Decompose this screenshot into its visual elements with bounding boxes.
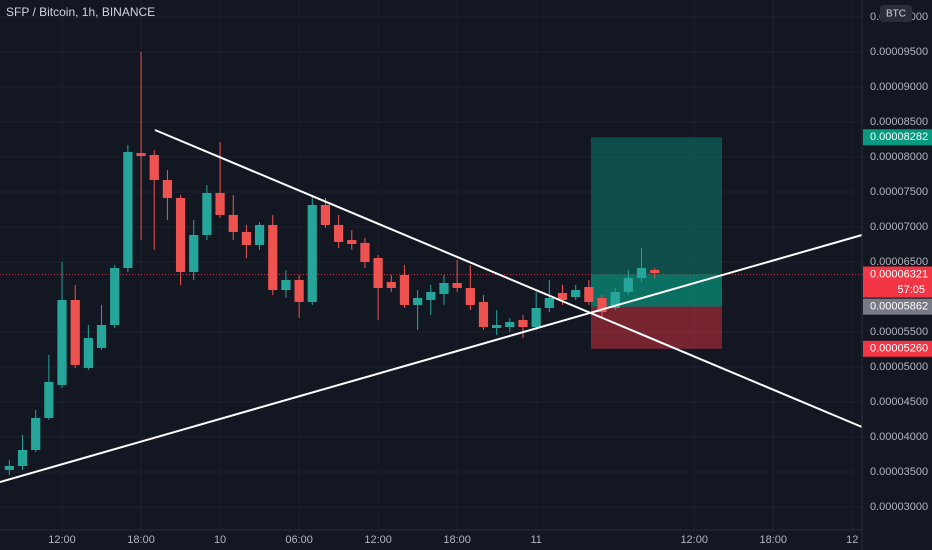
- price-tag: [863, 298, 932, 315]
- trend-line: [0, 234, 863, 483]
- candle-body: [241, 231, 252, 245]
- candle-body: [83, 338, 93, 368]
- candle-body: [584, 286, 594, 302]
- candle-body: [478, 301, 489, 328]
- candle-body: [307, 205, 317, 302]
- x-tick-label: 10: [214, 534, 226, 546]
- y-tick-label: 0.00008500: [870, 116, 928, 128]
- candle-body: [373, 258, 383, 288]
- profit-zone: [591, 137, 722, 307]
- y-tick-label: 0.00005000: [870, 361, 928, 373]
- y-tick-label: 0.00003000: [870, 501, 928, 513]
- trend-line: [154, 129, 863, 428]
- price-tag-label: 0.00008282: [870, 131, 928, 143]
- y-tick-label: 0.00007500: [870, 186, 928, 198]
- symbol-title: SFP / Bitcoin, 1h, BINANCE: [6, 5, 155, 19]
- countdown-label: 57:05: [897, 284, 925, 296]
- candle-body: [505, 321, 515, 328]
- candle-body: [557, 292, 568, 300]
- candle-body: [123, 151, 133, 269]
- candle-body: [426, 291, 436, 300]
- candle-body: [531, 307, 541, 328]
- y-tick-label: 0.00004000: [870, 431, 928, 443]
- candle-body: [215, 192, 225, 215]
- candle-body: [597, 297, 607, 312]
- candle-body: [347, 240, 357, 245]
- candle-body: [650, 269, 660, 273]
- y-tick-label: 0.00006500: [870, 256, 928, 268]
- candle-body: [386, 282, 396, 288]
- candle-body: [136, 153, 146, 157]
- x-tick-label: 12:00: [364, 534, 392, 546]
- candle-body: [465, 287, 475, 305]
- candle-body: [320, 205, 331, 225]
- y-tick-label: 0.00003500: [870, 466, 928, 478]
- candle-body: [254, 224, 265, 245]
- x-tick-label: 18:00: [443, 534, 471, 546]
- currency-label: BTC: [886, 9, 906, 20]
- candle-body: [492, 324, 502, 328]
- candle-body: [149, 154, 159, 180]
- x-tick-label: 11: [530, 534, 541, 546]
- candle-body: [452, 282, 462, 288]
- candles: [4, 52, 660, 475]
- x-tick-label: 18:00: [127, 534, 155, 546]
- candle-body: [544, 297, 554, 308]
- candle-body: [70, 299, 80, 365]
- y-tick-label: 0.00005500: [870, 326, 928, 338]
- candle-body: [571, 289, 581, 297]
- candle-body: [623, 277, 633, 292]
- y-tick-label: 0.00007000: [870, 221, 928, 233]
- candle-body: [636, 268, 647, 278]
- candle-body: [31, 417, 41, 450]
- y-tick-label: 0.00008000: [870, 151, 928, 163]
- x-tick-label: 12:00: [48, 534, 76, 546]
- candle-body: [4, 465, 14, 470]
- countdown-tag: [863, 282, 932, 298]
- candle-body: [96, 324, 107, 348]
- candle-body: [399, 275, 410, 305]
- price-tag-label: 0.00005260: [870, 343, 928, 355]
- y-tick-label: 0.00009500: [870, 46, 928, 58]
- candle-body: [162, 179, 173, 199]
- x-tick-label: 12:00: [680, 534, 708, 546]
- y-tick-label: 0.00009000: [870, 81, 928, 93]
- x-tick-label: 12: [846, 534, 858, 546]
- candle-body: [175, 198, 186, 272]
- price-tag-label: 0.00006321: [870, 268, 928, 280]
- candle-body: [360, 242, 370, 262]
- price-tag-label: 0.00005862: [870, 301, 928, 313]
- long-position: [591, 137, 722, 349]
- stop-zone: [591, 306, 722, 349]
- price-tag: [863, 340, 932, 357]
- candle-body: [110, 268, 120, 325]
- candle-body: [518, 320, 528, 328]
- candle-body: [17, 449, 28, 466]
- candle-body: [334, 224, 344, 242]
- candle-body: [413, 297, 423, 305]
- candle-body: [281, 279, 291, 290]
- price-tag: [863, 266, 932, 283]
- candle-body: [439, 282, 449, 294]
- candle-body: [44, 381, 54, 418]
- y-tick-label: 0.00004500: [870, 396, 928, 408]
- axes: 0.00003000 0.00003500 0.00004000 0.00004500…: [48, 11, 932, 546]
- price-tag: [863, 129, 932, 146]
- candle-body: [610, 291, 620, 308]
- candle-body: [228, 214, 238, 232]
- currency-badge[interactable]: [880, 5, 912, 22]
- candle-body: [294, 279, 304, 302]
- candle-body: [57, 299, 67, 385]
- x-tick-label: 18:00: [759, 534, 787, 546]
- candle-body: [268, 224, 278, 290]
- candle-body: [189, 234, 199, 272]
- candle-body: [202, 192, 212, 235]
- x-tick-label: 06:00: [285, 534, 313, 546]
